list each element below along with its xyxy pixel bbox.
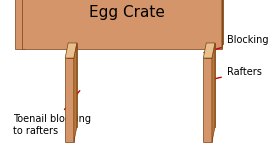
Text: Rafters: Rafters xyxy=(212,67,262,79)
Polygon shape xyxy=(222,0,223,49)
Polygon shape xyxy=(212,43,215,142)
Polygon shape xyxy=(15,0,25,49)
Polygon shape xyxy=(203,43,215,58)
Polygon shape xyxy=(22,0,222,49)
Polygon shape xyxy=(74,43,77,142)
Polygon shape xyxy=(68,43,77,127)
Polygon shape xyxy=(25,0,26,49)
Polygon shape xyxy=(203,58,212,142)
Text: Blocking: Blocking xyxy=(204,35,268,53)
Polygon shape xyxy=(65,43,77,58)
Text: Toenail blocking
to rafters: Toenail blocking to rafters xyxy=(13,91,91,136)
Polygon shape xyxy=(16,0,26,44)
Polygon shape xyxy=(65,58,74,142)
Polygon shape xyxy=(23,0,223,44)
Polygon shape xyxy=(206,43,215,127)
Text: Egg Crate: Egg Crate xyxy=(90,5,165,20)
